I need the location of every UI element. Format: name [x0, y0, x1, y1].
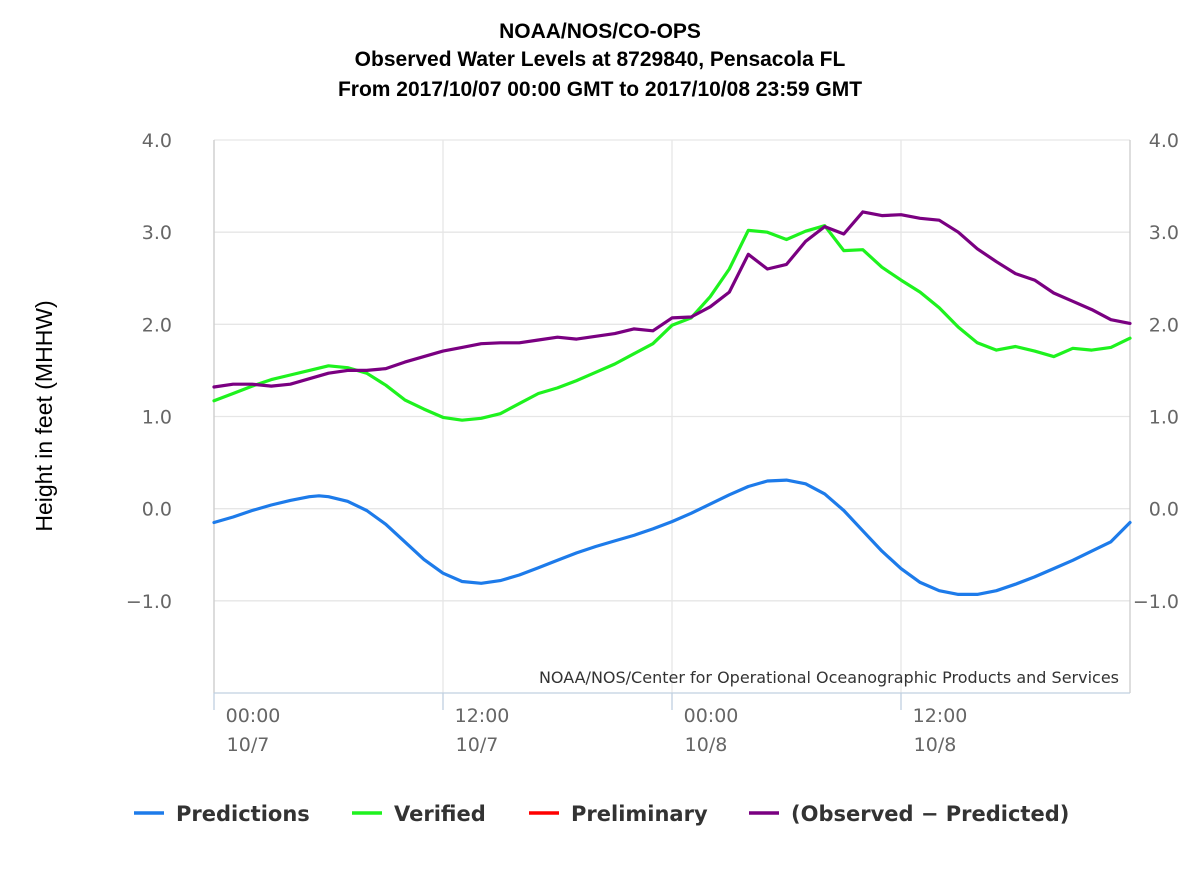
y-axis-label: Height in feet (MHHW) — [31, 300, 57, 531]
y-tick-label-right: 3.0 — [1149, 222, 1179, 244]
x-tick-time-label: 00:00 — [684, 705, 739, 727]
legend-label: Predictions — [176, 802, 310, 826]
y-tick-label-left: 0.0 — [142, 499, 172, 521]
x-tick-date-label: 10/8 — [914, 734, 957, 756]
x-tick-date-label: 10/7 — [227, 734, 270, 756]
legend-item[interactable]: Verified — [352, 802, 486, 826]
x-tick-time-label: 12:00 — [455, 705, 510, 727]
y-tick-label-left: −1.0 — [126, 591, 172, 613]
y-tick-label-left: 3.0 — [142, 222, 172, 244]
legend-label: (Observed − Predicted) — [791, 802, 1069, 826]
y-tick-label-left: 2.0 — [142, 314, 172, 336]
legend-label: Verified — [394, 802, 486, 826]
credit-text: NOAA/NOS/Center for Operational Oceanogr… — [539, 668, 1119, 687]
legend-item[interactable]: (Observed − Predicted) — [749, 802, 1069, 826]
chart-title-line-3: From 2017/10/07 00:00 GMT to 2017/10/08 … — [338, 78, 862, 101]
legend-label: Preliminary — [571, 802, 708, 826]
series-line-0 — [212, 478, 1132, 596]
legend-item[interactable]: Preliminary — [529, 802, 708, 826]
chart-title-line-1: NOAA/NOS/CO-OPS — [499, 20, 701, 43]
series-lines — [212, 210, 1132, 596]
y-tick-label-right: 4.0 — [1149, 130, 1179, 152]
x-tick-date-label: 10/7 — [456, 734, 499, 756]
y-tick-label-right: 2.0 — [1149, 314, 1179, 336]
series-line-1 — [212, 224, 1132, 422]
y-tick-label-left: 1.0 — [142, 407, 172, 429]
axes: 4.0 4.0 3.0 3.0 2.0 2.0 1.0 1.0 0.0 0.0 −1.0 −1.0 00… — [126, 130, 1179, 756]
x-tick-time-label: 12:00 — [913, 705, 968, 727]
x-tick-time-label: 00:00 — [226, 705, 281, 727]
y-tick-label-right: 1.0 — [1149, 407, 1179, 429]
chart-title-line-2: Observed Water Levels at 8729840, Pensac… — [355, 48, 846, 71]
y-tick-label-left: 4.0 — [142, 130, 172, 152]
grid — [213, 139, 1130, 693]
series-line-3 — [212, 210, 1132, 389]
y-tick-label-right: 0.0 — [1149, 499, 1179, 521]
legend-item[interactable]: Predictions — [134, 802, 310, 826]
chart-title: NOAA/NOS/CO-OPS Observed Water Levels at… — [338, 20, 862, 101]
legend: Predictions Verified Preliminary (Observed … — [134, 802, 1069, 826]
y-tick-label-right: −1.0 — [1133, 591, 1179, 613]
x-tick-date-label: 10/8 — [685, 734, 728, 756]
